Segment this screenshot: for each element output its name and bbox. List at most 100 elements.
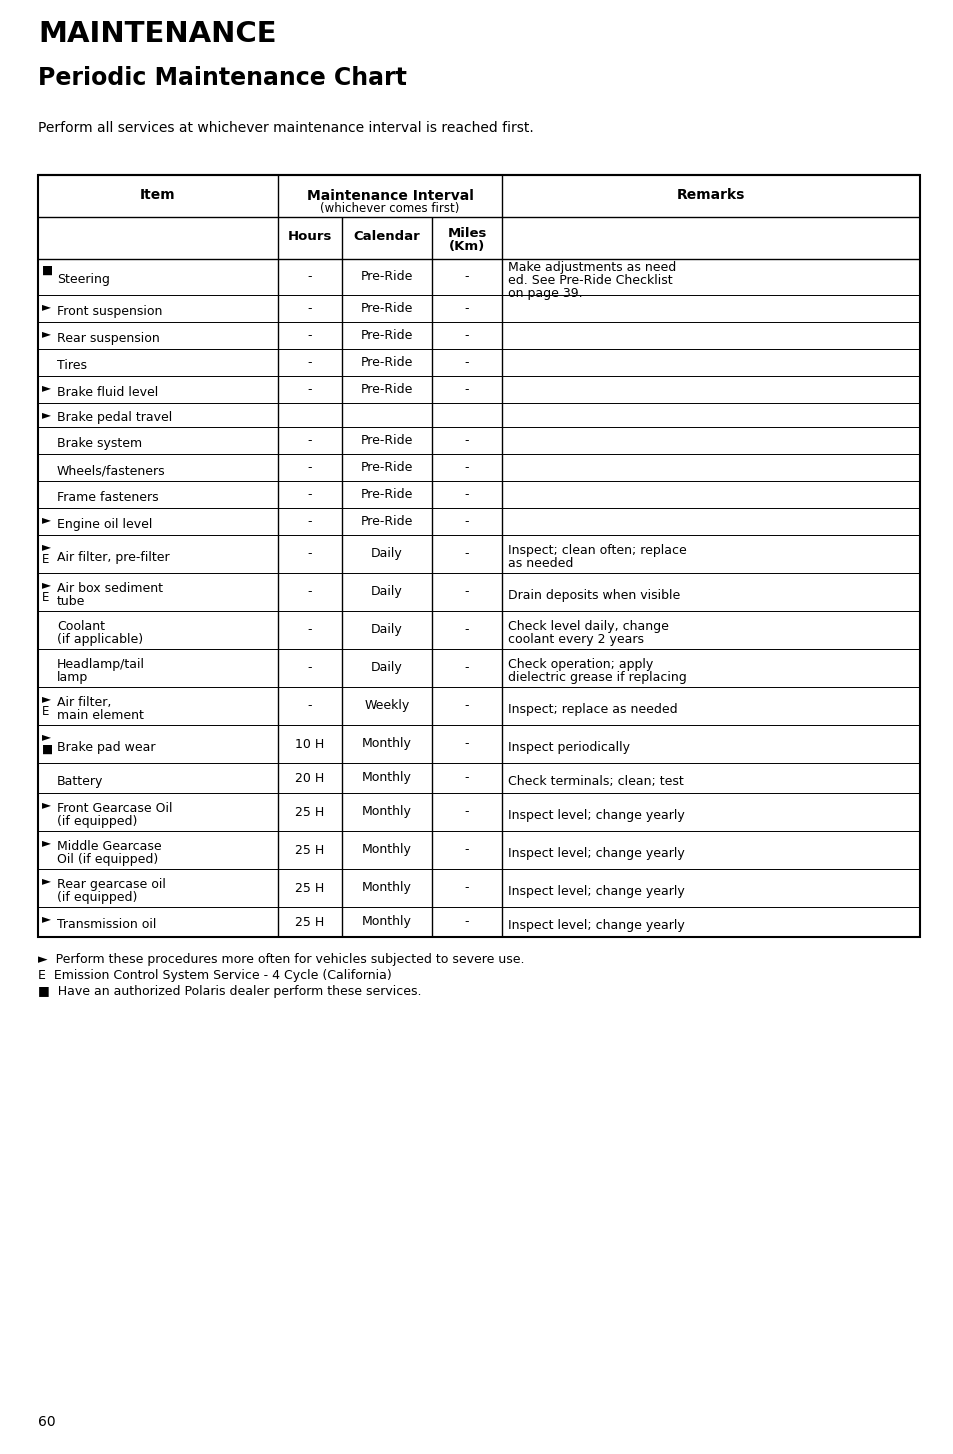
Text: -: - (308, 548, 312, 560)
Text: -: - (464, 662, 469, 675)
Text: Brake pedal travel: Brake pedal travel (57, 411, 172, 425)
Text: ►: ► (42, 513, 51, 526)
Text: 10 H: 10 H (295, 737, 324, 750)
Text: Daily: Daily (371, 586, 402, 599)
Text: ed. See Pre-Ride Checklist: ed. See Pre-Ride Checklist (507, 273, 672, 286)
Text: Air filter, pre-filter: Air filter, pre-filter (57, 551, 170, 564)
Text: Oil (if equipped): Oil (if equipped) (57, 853, 158, 867)
Text: Daily: Daily (371, 548, 402, 560)
Text: Pre-Ride: Pre-Ride (360, 461, 413, 474)
Text: ►: ► (42, 327, 51, 340)
Text: -: - (464, 270, 469, 284)
Text: Periodic Maintenance Chart: Periodic Maintenance Chart (38, 65, 406, 90)
Text: Headlamp/tail: Headlamp/tail (57, 659, 145, 670)
Text: E: E (42, 590, 50, 603)
Text: ►  Perform these procedures more often for vehicles subjected to severe use.: ► Perform these procedures more often fo… (38, 952, 524, 965)
Text: Inspect periodically: Inspect periodically (507, 740, 629, 753)
Text: -: - (464, 806, 469, 819)
Text: -: - (464, 772, 469, 785)
Text: Hours: Hours (288, 231, 332, 243)
Text: Check level daily, change: Check level daily, change (507, 619, 668, 632)
Text: Brake system: Brake system (57, 438, 142, 449)
Text: Wheels/fasteners: Wheels/fasteners (57, 464, 166, 477)
Text: Perform all services at whichever maintenance interval is reached first.: Perform all services at whichever mainte… (38, 121, 533, 135)
Text: Miles: Miles (447, 227, 486, 240)
Text: -: - (308, 624, 312, 637)
Text: Drain deposits when visible: Drain deposits when visible (507, 589, 679, 602)
Text: ►: ► (42, 836, 51, 849)
Bar (38, 174, 919, 936)
Text: E  Emission Control System Service - 4 Cycle (California): E Emission Control System Service - 4 Cy… (38, 968, 392, 981)
Text: (if applicable): (if applicable) (57, 632, 143, 646)
Text: (if equipped): (if equipped) (57, 891, 137, 904)
Text: Rear gearcase oil: Rear gearcase oil (57, 878, 166, 891)
Text: ■: ■ (42, 743, 53, 756)
Text: -: - (464, 881, 469, 894)
Text: -: - (464, 461, 469, 474)
Text: tube: tube (57, 595, 85, 608)
Text: Pre-Ride: Pre-Ride (360, 433, 413, 446)
Text: Front Gearcase Oil: Front Gearcase Oil (57, 803, 172, 816)
Text: ►: ► (42, 730, 51, 743)
Text: ►: ► (42, 912, 51, 925)
Text: Pre-Ride: Pre-Ride (360, 382, 413, 395)
Text: -: - (464, 548, 469, 560)
Text: coolant every 2 years: coolant every 2 years (507, 632, 643, 646)
Text: Weekly: Weekly (364, 699, 409, 712)
Text: 25 H: 25 H (295, 916, 324, 929)
Text: Steering: Steering (57, 273, 110, 286)
Text: 60: 60 (38, 1415, 55, 1429)
Text: -: - (308, 356, 312, 369)
Text: -: - (464, 515, 469, 528)
Text: ►: ► (42, 579, 51, 590)
Text: -: - (464, 356, 469, 369)
Text: Inspect level; change yearly: Inspect level; change yearly (507, 846, 684, 859)
Text: -: - (308, 699, 312, 712)
Text: Inspect level; change yearly: Inspect level; change yearly (507, 884, 684, 897)
Text: -: - (308, 270, 312, 284)
Text: 25 H: 25 H (295, 806, 324, 819)
Text: ►: ► (42, 874, 51, 887)
Text: Pre-Ride: Pre-Ride (360, 489, 413, 502)
Text: Check operation; apply: Check operation; apply (507, 659, 653, 670)
Text: -: - (464, 699, 469, 712)
Text: E: E (42, 553, 50, 566)
Text: -: - (308, 433, 312, 446)
Text: lamp: lamp (57, 670, 89, 683)
Text: Daily: Daily (371, 662, 402, 675)
Text: 25 H: 25 H (295, 843, 324, 856)
Text: Rear suspension: Rear suspension (57, 332, 159, 345)
Text: as needed: as needed (507, 557, 573, 570)
Text: Pre-Ride: Pre-Ride (360, 329, 413, 342)
Text: (whichever comes first): (whichever comes first) (320, 202, 459, 215)
Text: ►: ► (42, 798, 51, 811)
Text: Monthly: Monthly (362, 737, 412, 750)
Text: (Km): (Km) (449, 240, 485, 253)
Text: Monthly: Monthly (362, 916, 412, 929)
Text: ■  Have an authorized Polaris dealer perform these services.: ■ Have an authorized Polaris dealer perf… (38, 984, 421, 997)
Text: -: - (308, 586, 312, 599)
Text: Air box sediment: Air box sediment (57, 582, 163, 595)
Text: -: - (464, 737, 469, 750)
Text: -: - (464, 489, 469, 502)
Text: Front suspension: Front suspension (57, 305, 162, 318)
Text: -: - (464, 382, 469, 395)
Text: Pre-Ride: Pre-Ride (360, 356, 413, 369)
Text: Item: Item (140, 188, 175, 202)
Text: 25 H: 25 H (295, 881, 324, 894)
Text: ►: ► (42, 692, 51, 705)
Text: Tires: Tires (57, 359, 87, 372)
Text: 20 H: 20 H (295, 772, 324, 785)
Text: -: - (308, 515, 312, 528)
Text: Make adjustments as need: Make adjustments as need (507, 260, 676, 273)
Text: Transmission oil: Transmission oil (57, 919, 156, 932)
Text: Battery: Battery (57, 775, 103, 788)
Text: -: - (464, 843, 469, 856)
Text: -: - (308, 302, 312, 316)
Text: -: - (308, 382, 312, 395)
Text: Brake fluid level: Brake fluid level (57, 385, 158, 398)
Text: Inspect level; change yearly: Inspect level; change yearly (507, 919, 684, 932)
Text: Pre-Ride: Pre-Ride (360, 302, 413, 316)
Text: -: - (464, 624, 469, 637)
Text: -: - (308, 329, 312, 342)
